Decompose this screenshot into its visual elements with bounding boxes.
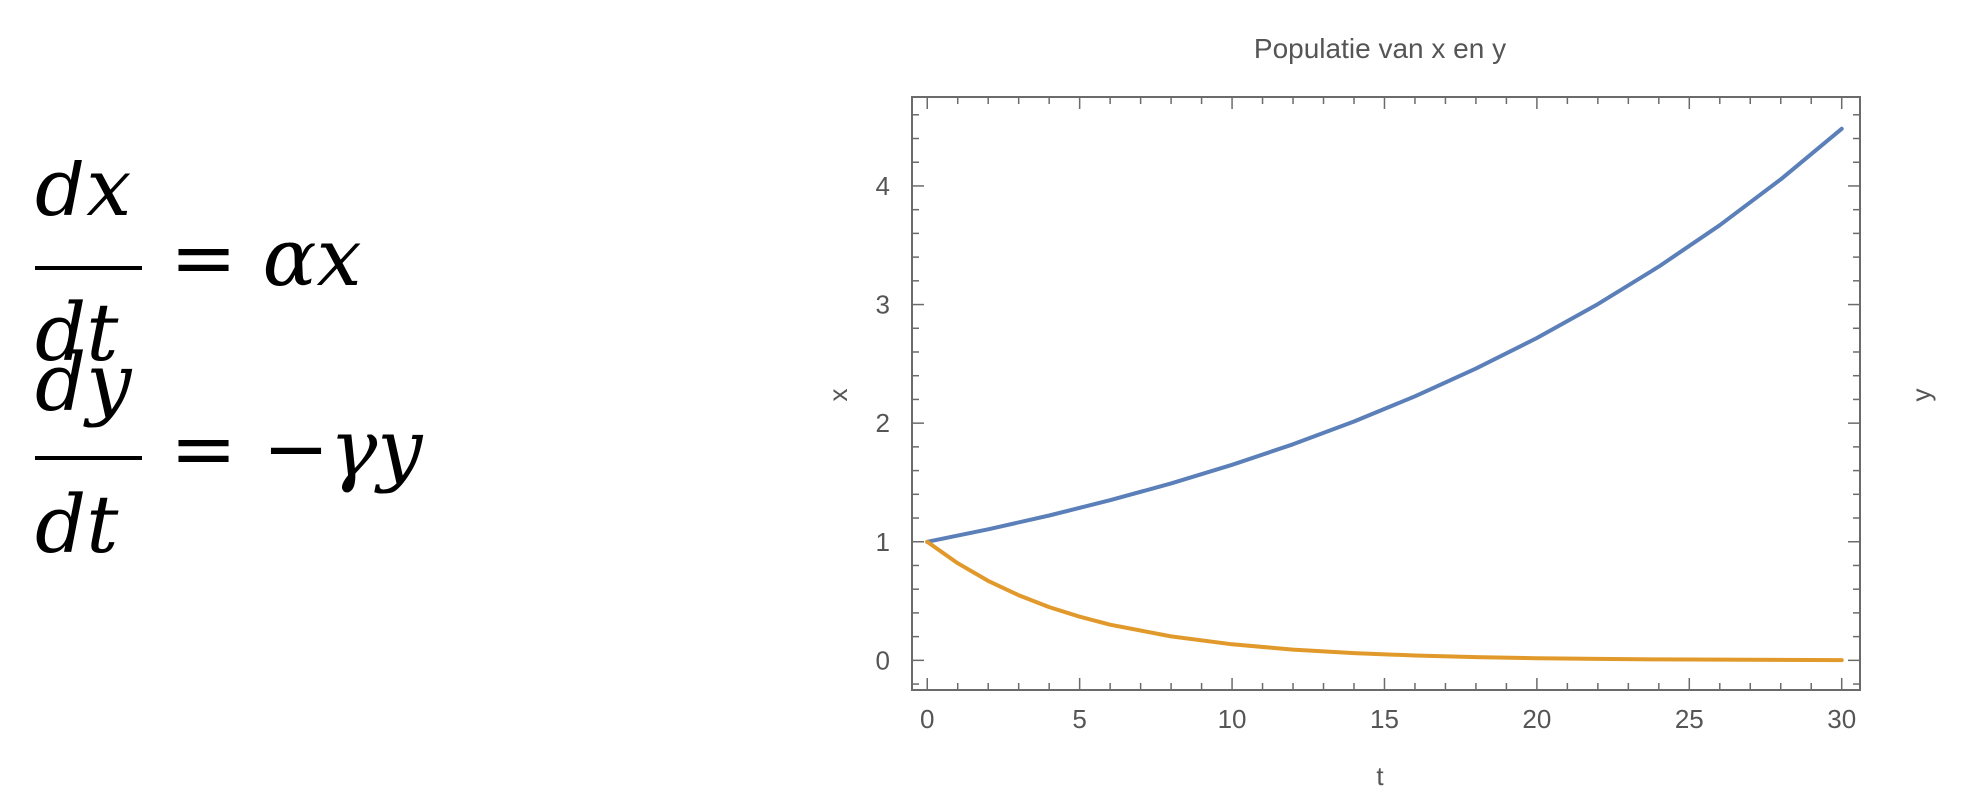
eq2-rhs: = −γy [170, 402, 424, 495]
eq2-denominator: dt [35, 478, 119, 571]
plot-frame [911, 96, 1861, 691]
eq1-denominator: dt [35, 286, 119, 379]
x-tick-label: 0 [920, 704, 934, 734]
tick-labels: 0 5 10 15 20 25 30 0 1 2 3 4 [876, 171, 1857, 734]
x-tick-label: 15 [1370, 704, 1399, 734]
series-line-1 [925, 126, 1844, 544]
y-axis-label-left: x [823, 389, 853, 402]
y-tick-label: 2 [876, 408, 890, 438]
y-tick-label: 4 [876, 171, 890, 201]
x-tick-label: 25 [1675, 704, 1704, 734]
equations-panel: dx dt = αx dy dt = −γy [30, 141, 590, 640]
x-tick-label: 10 [1218, 704, 1247, 734]
eq1-rhs: = αx [170, 211, 362, 304]
eq2-numerator: dy [35, 336, 133, 429]
series-line-2 [925, 539, 1844, 663]
chart-container: Populatie van x en y t x y 0 5 10 15 20 25 30 0… [820, 20, 1976, 793]
line-chart: Populatie van x en y t x y 0 5 10 15 20 25 300… [823, 33, 1936, 791]
equation-dy-dt: dy dt = −γy [35, 336, 424, 571]
axis-ticks [912, 97, 1860, 690]
eq1-numerator: dx [35, 160, 131, 234]
equations-svg: dx dt = αx dy dt = −γy [35, 141, 424, 571]
x-tick-label: 5 [1072, 704, 1086, 734]
y-tick-label: 1 [876, 527, 890, 557]
x-axis-label: t [1376, 761, 1384, 791]
y-tick-label: 3 [876, 290, 890, 320]
chart-title: Populatie van x en y [1254, 33, 1506, 64]
y-axis-label-right: y [1906, 389, 1936, 402]
series-lines [925, 126, 1844, 663]
y-tick-label: 0 [876, 645, 890, 675]
x-tick-label: 30 [1827, 704, 1856, 734]
x-tick-label: 20 [1522, 704, 1551, 734]
